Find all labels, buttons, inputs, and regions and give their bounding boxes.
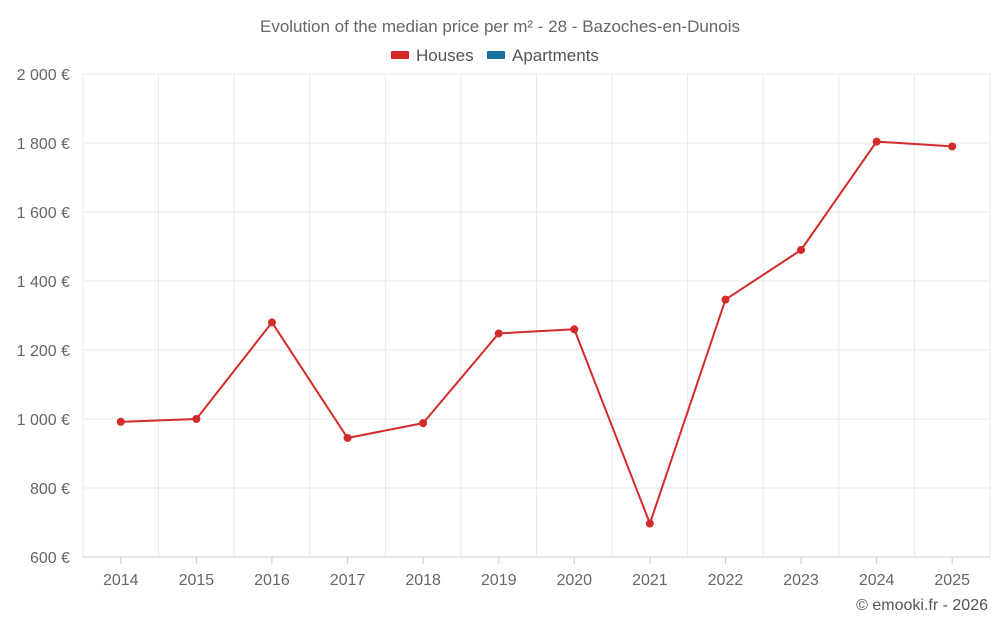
series-line-houses [119,140,954,525]
legend-swatch-houses [391,51,409,59]
credit-text: © emooki.fr - 2026 [856,597,988,614]
x-tick-label: 2019 [481,572,517,589]
legend: Houses Apartments [391,46,599,65]
x-axis: 2014 2015 2016 2017 2018 2019 2020 2021 2022 2023… [83,556,990,589]
data-point-houses-2020[interactable] [570,325,579,334]
chart-title: Evolution of the median price per m² - 2… [260,17,740,36]
data-point-houses-2021[interactable] [645,519,654,528]
y-tick-label: 1 400 € [17,274,70,291]
data-point-houses-2025[interactable] [948,142,957,151]
data-point-houses-2014[interactable] [116,417,125,426]
y-tick-label: 1 600 € [17,205,70,222]
x-tick-label: 2025 [934,572,970,589]
x-tick-label: 2021 [632,572,668,589]
legend-label-houses: Houses [416,46,474,65]
data-point-houses-2022[interactable] [721,295,730,304]
data-point-houses-2019[interactable] [494,329,503,338]
data-point-houses-2015[interactable] [192,415,201,423]
data-point-houses-2024[interactable] [872,137,881,146]
x-tick-label: 2020 [556,572,592,589]
y-axis: 600 € 800 € 1 000 € 1 200 € 1 400 € 1 600 € 1 … [17,67,70,567]
data-point-houses-2017[interactable] [343,433,352,442]
x-tick-label: 2014 [103,572,139,589]
data-point-houses-2023[interactable] [797,245,806,254]
legend-swatch-apartments [487,51,505,59]
legend-label-apartments: Apartments [512,46,599,65]
legend-item-houses[interactable]: Houses [391,46,474,65]
y-tick-label: 1 800 € [17,136,70,153]
y-tick-label: 800 € [30,481,70,498]
series-houses [116,137,957,528]
x-tick-label: 2018 [405,572,441,589]
y-tick-label: 600 € [30,550,70,567]
data-point-houses-2018[interactable] [419,419,428,428]
series-layer [116,137,957,528]
legend-item-apartments[interactable]: Apartments [487,46,599,65]
y-tick-label: 1 000 € [17,412,70,429]
data-point-houses-2016[interactable] [267,318,276,327]
x-tick-label: 2023 [783,572,819,589]
x-tick-label: 2016 [254,572,290,589]
x-tick-label: 2022 [708,572,744,589]
y-tick-label: 2 000 € [17,67,70,84]
x-tick-label: 2015 [179,572,215,589]
x-tick-label: 2017 [330,572,366,589]
y-tick-label: 1 200 € [17,343,70,360]
grid [82,73,991,558]
x-tick-label: 2024 [859,572,895,589]
